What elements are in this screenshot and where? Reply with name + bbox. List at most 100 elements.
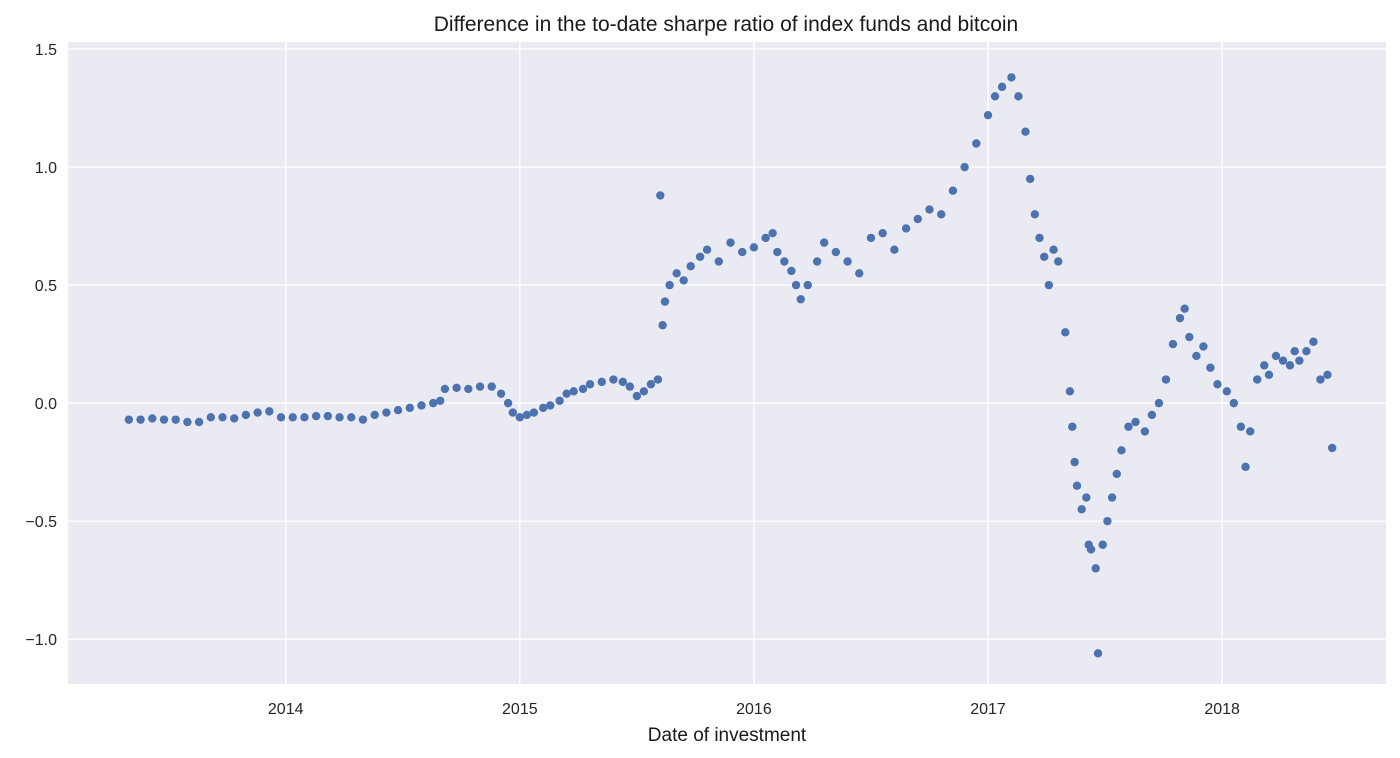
data-point bbox=[311, 411, 321, 421]
data-point bbox=[1107, 493, 1117, 502]
data-point bbox=[218, 413, 227, 422]
data-point bbox=[672, 269, 681, 278]
data-point bbox=[609, 375, 618, 384]
data-point bbox=[901, 224, 911, 233]
data-point bbox=[639, 387, 649, 396]
data-point bbox=[323, 411, 333, 421]
data-point bbox=[1140, 427, 1150, 436]
data-point bbox=[1030, 210, 1040, 219]
data-point bbox=[625, 382, 635, 391]
data-point bbox=[335, 413, 344, 422]
data-point bbox=[796, 295, 805, 304]
data-point bbox=[1168, 339, 1178, 349]
data-point bbox=[738, 247, 747, 257]
y-tick-label: 1.0 bbox=[35, 160, 57, 177]
data-point bbox=[653, 375, 663, 384]
data-point bbox=[522, 410, 532, 420]
data-point bbox=[148, 414, 157, 423]
x-axis: 2014 2015 2016 2017 2018 bbox=[268, 701, 1240, 718]
data-point bbox=[1072, 481, 1082, 490]
data-point bbox=[646, 380, 656, 389]
x-tick-label: 2015 bbox=[502, 701, 538, 718]
data-point bbox=[866, 233, 876, 243]
data-point bbox=[452, 383, 461, 392]
data-point bbox=[585, 380, 595, 389]
data-point bbox=[1316, 375, 1325, 384]
data-point bbox=[1327, 443, 1337, 453]
data-point bbox=[656, 191, 665, 200]
data-point bbox=[555, 396, 564, 405]
data-point bbox=[1323, 370, 1332, 380]
data-point bbox=[768, 228, 777, 238]
data-point bbox=[1154, 398, 1164, 408]
data-point bbox=[726, 238, 735, 247]
data-point bbox=[358, 415, 368, 424]
plot-area bbox=[68, 42, 1386, 684]
data-point bbox=[529, 408, 539, 417]
data-point bbox=[660, 297, 670, 306]
data-point bbox=[1098, 540, 1107, 549]
data-point bbox=[658, 321, 667, 330]
data-point bbox=[749, 243, 759, 252]
data-point bbox=[1025, 174, 1035, 184]
data-point bbox=[1091, 564, 1100, 573]
data-point bbox=[1035, 233, 1044, 243]
data-point bbox=[1093, 649, 1103, 658]
x-tick-label: 2017 bbox=[970, 701, 1006, 718]
data-point bbox=[300, 413, 309, 422]
data-point bbox=[569, 387, 578, 396]
data-point bbox=[1180, 304, 1189, 313]
data-point bbox=[913, 214, 922, 224]
x-tick-label: 2014 bbox=[268, 701, 304, 718]
data-point bbox=[508, 408, 517, 417]
data-point bbox=[812, 257, 822, 266]
data-point bbox=[382, 408, 391, 417]
data-point bbox=[347, 413, 356, 422]
data-point bbox=[539, 403, 548, 413]
data-point bbox=[1147, 410, 1157, 420]
data-point bbox=[405, 403, 414, 413]
data-point bbox=[1007, 73, 1016, 82]
data-point bbox=[948, 186, 958, 195]
data-point bbox=[773, 247, 782, 257]
data-point bbox=[1213, 380, 1222, 389]
data-point bbox=[1271, 351, 1281, 361]
data-point bbox=[1161, 375, 1171, 384]
data-point bbox=[1302, 346, 1311, 356]
data-point bbox=[1014, 92, 1023, 101]
data-point bbox=[803, 280, 812, 290]
data-point bbox=[1290, 346, 1299, 356]
data-point bbox=[487, 382, 496, 391]
data-point bbox=[496, 389, 506, 398]
data-point bbox=[972, 139, 981, 148]
data-point bbox=[1061, 328, 1070, 337]
data-point bbox=[787, 266, 796, 276]
data-point bbox=[679, 276, 688, 285]
data-point bbox=[843, 257, 852, 266]
data-point bbox=[1112, 469, 1121, 479]
data-point bbox=[1117, 446, 1126, 455]
data-point bbox=[819, 238, 829, 247]
data-point bbox=[990, 92, 1000, 101]
data-point bbox=[1253, 375, 1262, 384]
data-point bbox=[124, 415, 134, 424]
data-point bbox=[1082, 493, 1091, 502]
data-point bbox=[665, 280, 674, 290]
data-point bbox=[1044, 280, 1054, 290]
gridlines bbox=[68, 42, 1386, 684]
data-point bbox=[632, 391, 642, 401]
data-point bbox=[1049, 245, 1058, 254]
data-point bbox=[562, 389, 571, 398]
data-point bbox=[515, 413, 525, 422]
data-point bbox=[1054, 257, 1063, 266]
y-tick-label: 0.5 bbox=[35, 278, 57, 295]
data-point bbox=[276, 413, 286, 422]
data-point bbox=[194, 417, 204, 427]
data-point bbox=[1260, 361, 1269, 370]
data-point bbox=[1295, 356, 1304, 365]
data-point bbox=[230, 414, 239, 423]
data-point bbox=[791, 280, 801, 290]
data-point bbox=[417, 401, 426, 410]
data-point bbox=[253, 408, 262, 417]
